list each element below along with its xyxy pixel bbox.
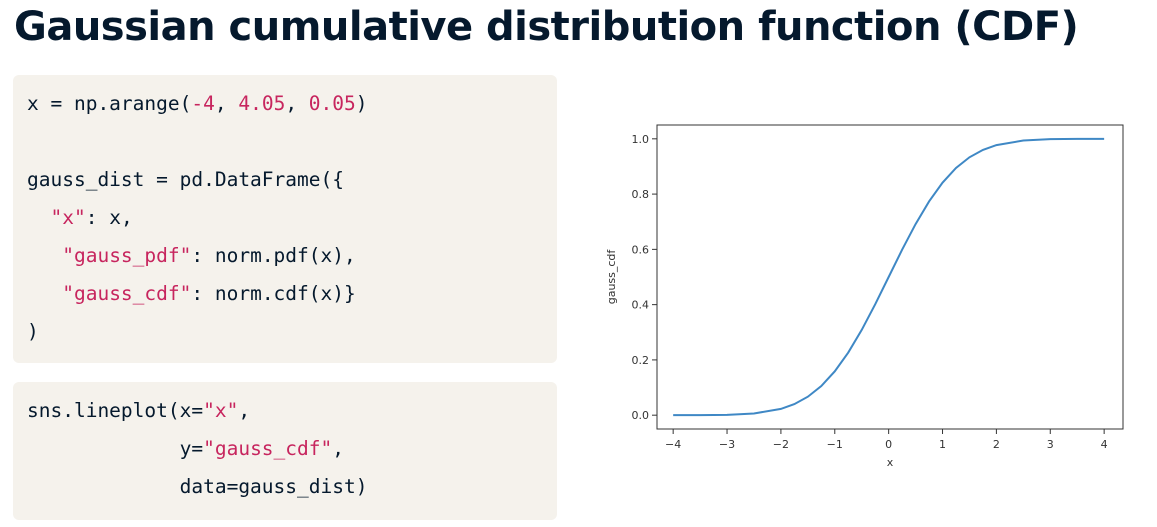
code-token: : x, [85, 206, 133, 229]
code-token [27, 244, 62, 267]
y-tick-label: 0.2 [632, 354, 650, 367]
code-block-lineplot: sns.lineplot(x="x", y="gauss_cdf", data=… [13, 382, 557, 520]
code-line: data=gauss_dist) [27, 474, 368, 500]
cdf-line-chart: −4 −3 −2 −1 0 1 2 3 4 0.0 0.2 0.4 0.6 0.8 1.0 x gauss_cd… [605, 124, 1124, 469]
code-string-token: "gauss_pdf" [62, 244, 192, 267]
code-string-token: "gauss_cdf" [203, 437, 333, 460]
code-token: : norm.cdf(x)} [191, 282, 356, 305]
x-axis-label: x [887, 456, 894, 469]
x-tick-label: −3 [719, 438, 735, 451]
code-line: ) [27, 319, 39, 345]
code-token: sns.lineplot(x= [27, 399, 204, 422]
x-tick-label: −1 [827, 438, 843, 451]
code-string-token: "x" [203, 399, 239, 422]
y-tick-label: 1.0 [632, 133, 650, 146]
y-tick-label: 0.0 [632, 409, 650, 422]
code-line: sns.lineplot(x="x", [27, 398, 250, 424]
code-token: x = np.arange( [27, 92, 192, 115]
code-line: "gauss_cdf": norm.cdf(x)} [27, 281, 356, 307]
code-line: "x": x, [27, 205, 133, 231]
code-string-token: "gauss_cdf" [62, 282, 192, 305]
code-line: x = np.arange(-4, 4.05, 0.05) [27, 91, 368, 117]
x-tick-label: −2 [773, 438, 789, 451]
code-line: y="gauss_cdf", [27, 436, 344, 462]
code-token: , [285, 92, 309, 115]
y-axis-label: gauss_cdf [605, 249, 618, 305]
y-tick-label: 0.8 [632, 188, 650, 201]
code-token: ) [27, 320, 39, 343]
cdf-series-line [673, 137, 1105, 417]
code-token: ) [355, 92, 368, 115]
code-token [27, 206, 50, 229]
code-line: gauss_dist = pd.DataFrame({ [27, 167, 344, 193]
x-tick-label: 0 [885, 438, 892, 451]
code-token: gauss_dist = pd.DataFrame({ [27, 168, 344, 191]
x-tick-label: 4 [1101, 438, 1108, 451]
code-token [27, 282, 62, 305]
code-token: data=gauss_dist) [27, 475, 368, 498]
code-string-token: "x" [50, 206, 86, 229]
code-line: "gauss_pdf": norm.pdf(x), [27, 243, 356, 269]
x-tick-label: 3 [1047, 438, 1054, 451]
code-number-token: 0.05 [308, 92, 356, 115]
slide-title: Gaussian cumulative distribution functio… [14, 4, 1079, 50]
y-tick-label: 0.4 [632, 299, 650, 312]
x-tick-label: −4 [665, 438, 681, 451]
x-tick-label: 2 [993, 438, 1000, 451]
code-token: , [332, 437, 344, 460]
x-tick-label: 1 [939, 438, 946, 451]
code-block-dataframe: x = np.arange(-4, 4.05, 0.05) gauss_dist … [13, 75, 557, 363]
code-number-token: -4 [191, 92, 215, 115]
y-tick-label: 0.6 [632, 243, 650, 256]
code-token: , [238, 399, 251, 422]
code-token: y= [27, 437, 204, 460]
code-token: , [214, 92, 239, 115]
plot-frame [656, 124, 1124, 430]
code-token: : norm.pdf(x), [191, 244, 356, 267]
code-number-token: 4.05 [238, 92, 286, 115]
